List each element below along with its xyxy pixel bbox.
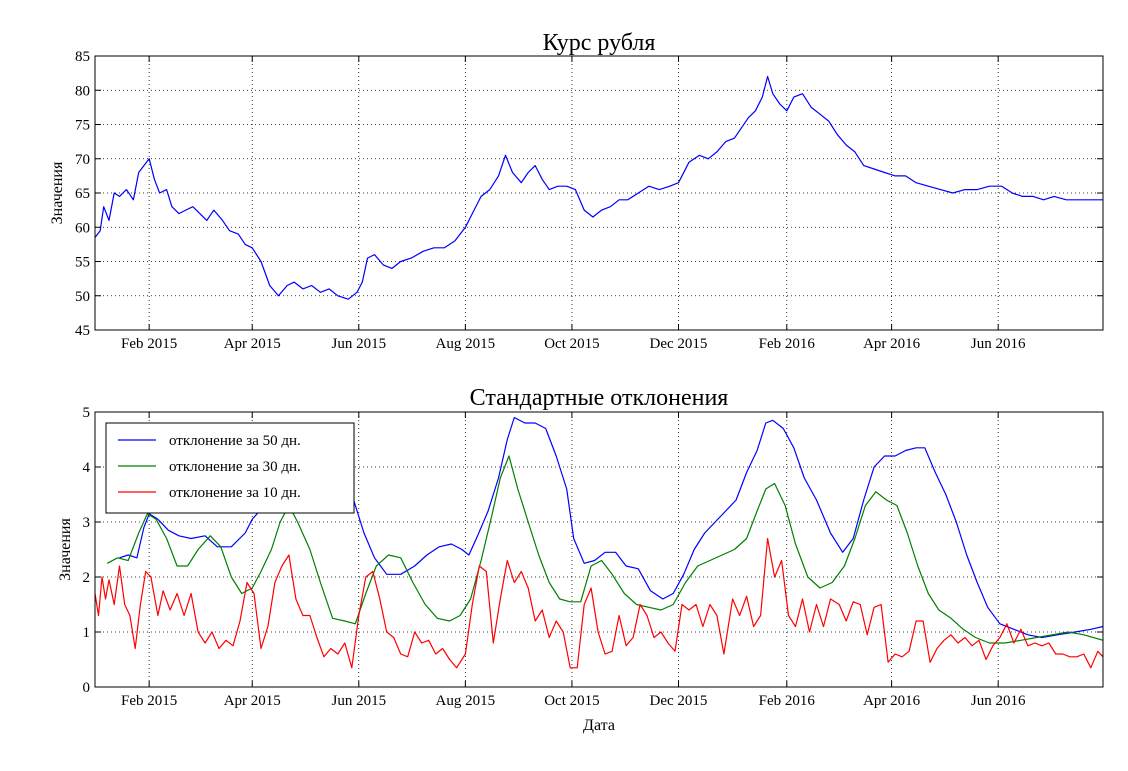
x-tick-label: Dec 2015 bbox=[650, 336, 708, 352]
x-tick-label: Dec 2015 bbox=[650, 693, 708, 709]
x-tick-label: Feb 2016 bbox=[759, 336, 816, 352]
y-tick-label: 0 bbox=[83, 680, 91, 696]
legend-box bbox=[105, 422, 355, 514]
x-tick-label: Aug 2015 bbox=[436, 336, 496, 352]
y-tick-label: 50 bbox=[75, 289, 90, 305]
y-axis-label: Значения bbox=[57, 518, 74, 581]
y-tick-label: 60 bbox=[75, 220, 90, 236]
x-tick-label: Oct 2015 bbox=[544, 693, 599, 709]
y-tick-label: 65 bbox=[75, 186, 90, 202]
y-tick-label: 1 bbox=[83, 625, 91, 641]
y-tick-label: 80 bbox=[75, 83, 90, 99]
series-line-2 bbox=[95, 537, 1103, 669]
series-line-1 bbox=[106, 455, 1103, 644]
chart-title: Курс рубля bbox=[543, 30, 656, 56]
y-tick-label: 3 bbox=[83, 515, 91, 531]
rate-chart: 45 50 55 60 65 70 75 80 85 Feb 2015 Apr 2015 Jun 20… bbox=[49, 30, 1104, 352]
x-tick-label: Feb 2015 bbox=[121, 336, 177, 352]
legend-label-0: отклонение за 50 дн. bbox=[169, 433, 301, 449]
x-tick-label: Feb 2016 bbox=[759, 693, 816, 709]
x-tick-label: Jun 2015 bbox=[331, 336, 386, 352]
y-tick-label: 55 bbox=[75, 255, 90, 271]
y-tick-label: 75 bbox=[75, 118, 90, 134]
chart-title: Стандартные отклонения bbox=[470, 385, 729, 411]
axes-frame bbox=[94, 411, 1104, 688]
legend-label-2: отклонение за 10 дн. bbox=[169, 485, 301, 501]
x-tick-label: Apr 2015 bbox=[224, 336, 281, 352]
y-tick-label: 5 bbox=[83, 405, 91, 421]
y-tick-label: 4 bbox=[83, 460, 91, 476]
x-tick-label: Aug 2015 bbox=[436, 693, 496, 709]
y-axis-label: Значения bbox=[49, 161, 66, 224]
x-tick-label: Apr 2015 bbox=[224, 693, 281, 709]
x-axis-label: Дата bbox=[583, 717, 615, 734]
legend: отклонение за 50 дн. отклонение за 30 дн.… bbox=[105, 422, 355, 514]
y-tick-label: 70 bbox=[75, 152, 90, 168]
series-group bbox=[95, 75, 1103, 300]
y-tick-label: 45 bbox=[75, 323, 90, 339]
x-tick-label: Jun 2015 bbox=[331, 693, 386, 709]
std-chart: 0 1 2 3 4 5 Feb 2015 Apr 2015 Jun 2015 Aug 2015 Oc… bbox=[57, 385, 1104, 734]
y-tick-label: 2 bbox=[83, 570, 91, 586]
x-tick-label: Feb 2015 bbox=[121, 693, 177, 709]
x-tick-label: Oct 2015 bbox=[544, 336, 599, 352]
x-tick-label: Apr 2016 bbox=[863, 693, 921, 709]
x-tick-label: Apr 2016 bbox=[863, 336, 921, 352]
y-tick-label: 85 bbox=[75, 49, 90, 65]
x-tick-label: Jun 2016 bbox=[971, 693, 1026, 709]
legend-label-1: отклонение за 30 дн. bbox=[169, 459, 301, 475]
x-tick-label: Jun 2016 bbox=[971, 336, 1026, 352]
series-line-0 bbox=[95, 75, 1103, 300]
